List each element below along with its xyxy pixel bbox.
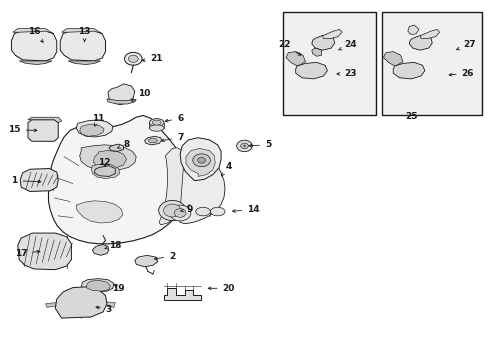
- Polygon shape: [92, 244, 109, 255]
- Polygon shape: [18, 233, 71, 270]
- Text: 20: 20: [208, 284, 235, 293]
- Circle shape: [174, 209, 185, 217]
- Polygon shape: [45, 303, 55, 307]
- Text: 25: 25: [404, 112, 417, 121]
- Text: 3: 3: [96, 305, 112, 314]
- Polygon shape: [76, 201, 122, 223]
- Text: 24: 24: [338, 40, 356, 50]
- Text: 18: 18: [105, 241, 122, 250]
- Polygon shape: [285, 51, 305, 66]
- Polygon shape: [13, 29, 53, 34]
- Circle shape: [240, 143, 248, 149]
- Polygon shape: [93, 150, 126, 168]
- Text: 19: 19: [112, 284, 125, 293]
- Circle shape: [124, 52, 142, 65]
- Circle shape: [128, 55, 138, 62]
- Polygon shape: [392, 62, 424, 79]
- Polygon shape: [55, 287, 107, 318]
- Circle shape: [243, 145, 245, 147]
- Polygon shape: [408, 35, 431, 50]
- Ellipse shape: [152, 120, 161, 125]
- Circle shape: [197, 157, 205, 163]
- Text: 27: 27: [456, 40, 475, 50]
- Text: 5: 5: [249, 140, 270, 149]
- Bar: [282, 12, 375, 115]
- Polygon shape: [107, 99, 136, 104]
- Text: 11: 11: [92, 114, 104, 126]
- Polygon shape: [383, 51, 402, 66]
- Polygon shape: [20, 168, 58, 192]
- Polygon shape: [109, 144, 123, 151]
- Text: 16: 16: [27, 27, 43, 42]
- Text: 13: 13: [78, 27, 91, 42]
- Text: 17: 17: [15, 249, 40, 258]
- Bar: [381, 12, 482, 115]
- Polygon shape: [86, 280, 110, 291]
- Text: 26: 26: [448, 69, 473, 78]
- Polygon shape: [311, 48, 321, 56]
- Polygon shape: [60, 30, 105, 61]
- Polygon shape: [210, 207, 224, 216]
- Circle shape: [236, 140, 252, 152]
- Text: 14: 14: [232, 205, 259, 214]
- Polygon shape: [81, 279, 114, 292]
- Polygon shape: [94, 166, 115, 176]
- Text: 23: 23: [336, 69, 356, 78]
- Circle shape: [169, 205, 190, 221]
- Polygon shape: [28, 120, 58, 141]
- Ellipse shape: [149, 125, 163, 131]
- Polygon shape: [295, 62, 327, 79]
- Text: 9: 9: [181, 205, 193, 214]
- Polygon shape: [311, 35, 334, 50]
- Text: 8: 8: [117, 140, 129, 149]
- Polygon shape: [135, 255, 158, 267]
- Polygon shape: [144, 136, 161, 145]
- Text: 7: 7: [161, 133, 183, 142]
- Text: 10: 10: [131, 89, 150, 101]
- Text: 21: 21: [142, 54, 163, 63]
- Polygon shape: [68, 61, 101, 64]
- Text: 4: 4: [221, 162, 232, 176]
- Text: 6: 6: [165, 114, 183, 123]
- Text: 22: 22: [278, 40, 300, 55]
- Text: 12: 12: [98, 158, 110, 167]
- Polygon shape: [185, 148, 215, 176]
- Circle shape: [163, 204, 181, 217]
- Polygon shape: [159, 148, 183, 225]
- Text: 1: 1: [11, 176, 41, 185]
- Polygon shape: [11, 30, 57, 61]
- Polygon shape: [80, 145, 136, 171]
- Polygon shape: [107, 302, 115, 307]
- Polygon shape: [180, 138, 221, 181]
- Polygon shape: [28, 117, 61, 123]
- Ellipse shape: [148, 138, 157, 143]
- Polygon shape: [174, 149, 224, 224]
- Circle shape: [158, 201, 185, 221]
- Polygon shape: [80, 124, 104, 136]
- Text: 2: 2: [154, 252, 175, 261]
- Polygon shape: [76, 120, 113, 137]
- Polygon shape: [108, 84, 135, 105]
- Polygon shape: [91, 164, 120, 179]
- Polygon shape: [407, 25, 418, 35]
- Polygon shape: [419, 30, 439, 39]
- Polygon shape: [322, 30, 341, 39]
- Polygon shape: [48, 116, 186, 244]
- Polygon shape: [61, 29, 102, 34]
- Text: 15: 15: [8, 125, 37, 134]
- Polygon shape: [195, 207, 210, 216]
- Polygon shape: [163, 288, 200, 300]
- Ellipse shape: [149, 119, 163, 127]
- Polygon shape: [19, 61, 52, 64]
- Circle shape: [192, 154, 210, 167]
